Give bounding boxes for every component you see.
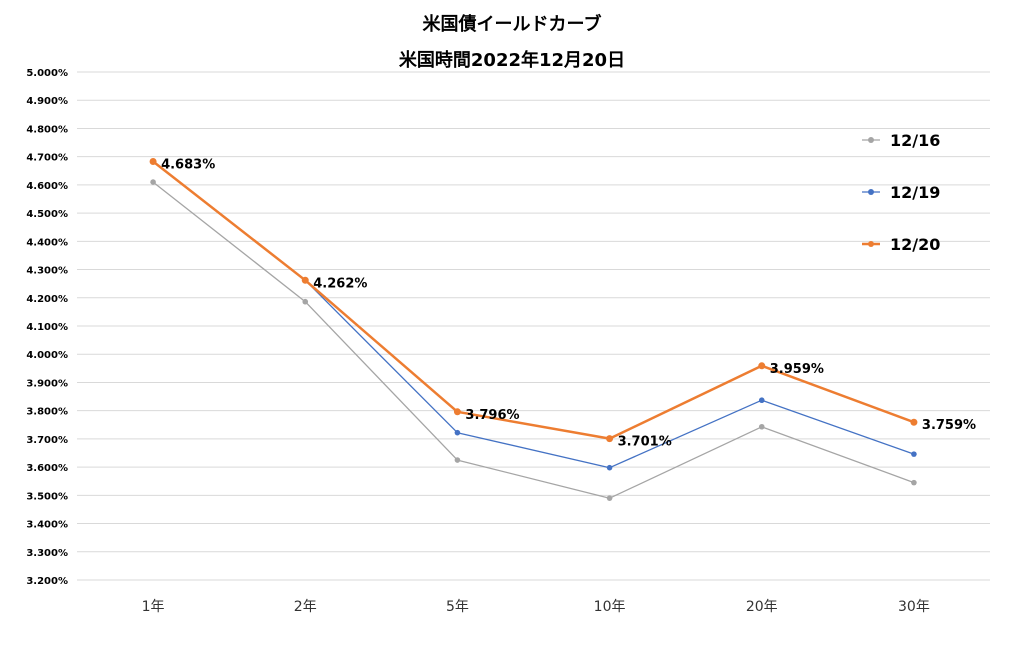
y-tick-label: 3.900% <box>26 378 68 389</box>
data-label: 3.959% <box>770 362 824 377</box>
data-point <box>911 479 917 486</box>
gridlines <box>77 71 990 581</box>
data-point <box>606 435 614 443</box>
chart-title: 米国債イールドカーブ <box>423 13 602 35</box>
legend-entry: 12/19 <box>890 183 940 202</box>
x-tick-label: 2年 <box>294 599 317 615</box>
y-tick-label: 4.400% <box>26 237 68 248</box>
y-tick-label: 3.600% <box>26 463 68 474</box>
legend-entry: 12/20 <box>890 235 940 254</box>
x-tick-label: 30年 <box>898 599 930 615</box>
x-tick-label: 5年 <box>446 599 469 615</box>
data-label: 3.796% <box>465 408 519 423</box>
y-tick-label: 4.100% <box>26 322 68 333</box>
data-point <box>911 451 917 457</box>
legend-marker <box>868 241 874 247</box>
data-label: 3.701% <box>618 435 672 450</box>
x-tick-label: 1年 <box>142 599 165 615</box>
y-tick-label: 3.700% <box>26 435 68 446</box>
data-label: 3.759% <box>922 418 976 433</box>
y-tick-label: 4.600% <box>26 181 68 192</box>
y-tick-label: 5.000% <box>26 68 68 79</box>
series-line-12-19 <box>152 160 915 469</box>
data-point <box>453 408 461 416</box>
y-tick-label: 4.700% <box>26 153 68 164</box>
series-lines <box>149 157 918 501</box>
chart-subtitle: 米国時間2022年12月20日 <box>399 49 625 71</box>
x-tick-label: 10年 <box>594 599 626 615</box>
data-point <box>150 179 156 185</box>
data-point <box>758 397 765 404</box>
y-tick-label: 3.800% <box>26 407 68 418</box>
y-tick-label: 4.900% <box>26 96 68 107</box>
y-tick-label: 4.000% <box>26 350 68 361</box>
series-line-12-16 <box>152 181 915 499</box>
y-tick-label: 3.400% <box>26 520 68 531</box>
data-point <box>606 464 613 471</box>
y-tick-label: 4.300% <box>26 266 68 277</box>
y-axis-ticks: 3.200% 3.300% 3.400% 3.500% 3.600% 3.700% 3.80… <box>26 68 68 587</box>
y-tick-label: 4.800% <box>26 124 68 135</box>
y-tick-label: 3.300% <box>26 548 68 559</box>
legend-entry: 12/16 <box>890 131 940 150</box>
data-point <box>301 276 309 284</box>
x-tick-label: 20年 <box>746 599 778 615</box>
data-point <box>910 418 918 426</box>
data-point <box>758 423 765 430</box>
data-point <box>758 362 766 370</box>
data-point <box>302 298 309 305</box>
data-label: 4.683% <box>161 157 215 172</box>
legend-marker <box>868 137 874 143</box>
data-point <box>454 429 461 436</box>
y-tick-label: 4.200% <box>26 294 68 305</box>
data-point <box>454 457 461 463</box>
legend-marker <box>868 189 874 195</box>
data-point <box>606 495 613 501</box>
data-labels: 4.683% 4.262% 3.796% 3.701% 3.959% 3.759% <box>161 157 976 449</box>
series-line-12-20 <box>152 160 915 440</box>
data-point <box>149 157 157 165</box>
legend: 12/16 12/19 12/20 <box>862 131 940 254</box>
y-tick-label: 3.500% <box>26 491 68 502</box>
y-tick-label: 4.500% <box>26 209 68 220</box>
y-tick-label: 3.200% <box>26 576 68 587</box>
x-axis-ticks: 1年 2年 5年 10年 20年 30年 <box>142 599 930 615</box>
data-label: 4.262% <box>313 276 367 291</box>
